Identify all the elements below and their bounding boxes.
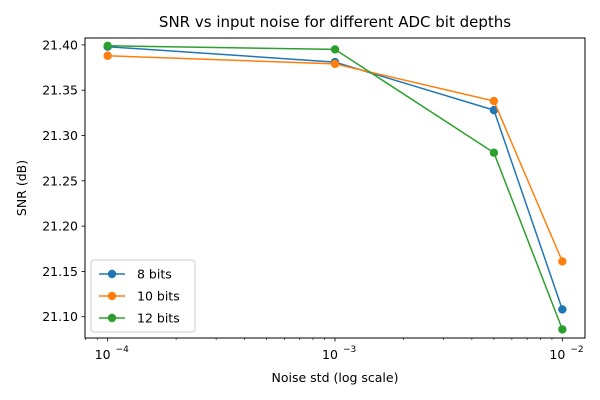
data-point-s1-1 (330, 59, 340, 69)
legend-label-2: 12 bits (137, 311, 180, 326)
data-point-s2-2 (489, 148, 499, 157)
x-tick-label-1: 10 (322, 347, 338, 362)
x-tick-exponent-1: −3 (343, 345, 356, 355)
data-point-s2-1 (330, 45, 340, 54)
y-tick-label-0: 21.10 (42, 309, 78, 324)
y-tick-label-1: 21.15 (42, 264, 78, 279)
y-axis-label: SNR (dB) (14, 160, 29, 216)
data-point-s2-0 (103, 41, 112, 50)
data-point-s0-2 (489, 105, 499, 115)
x-tick-exponent-2: −2 (570, 345, 583, 355)
legend-label-0: 8 bits (137, 267, 172, 282)
series-line-1 (107, 55, 564, 262)
y-tick-label-3: 21.25 (42, 173, 78, 188)
data-point-s2-3 (558, 325, 567, 334)
legend-box (90, 259, 196, 333)
data-point-s1-2 (489, 96, 499, 106)
y-tick-label-5: 21.35 (42, 83, 78, 98)
legend: 8 bits 10 bits 12 bits (90, 259, 196, 333)
legend-marker-2 (107, 313, 117, 323)
series-line-2 (107, 45, 564, 330)
legend-label-1: 10 bits (137, 289, 180, 304)
data-point-s1-3 (558, 257, 567, 266)
series-layer (103, 41, 567, 334)
series-line-0 (107, 45, 564, 310)
y-tick-label-6: 21.40 (42, 37, 78, 52)
x-tick-label-2: 10 (549, 347, 565, 362)
x-tick-exponent-0: −4 (116, 345, 130, 355)
chart-title: SNR vs input noise for different ADC bit… (159, 13, 511, 31)
y-tick-label-4: 21.30 (42, 128, 78, 143)
legend-marker-0 (107, 269, 117, 279)
y-tick-label-2: 21.20 (42, 219, 78, 234)
legend-marker-1 (107, 291, 117, 301)
data-point-s1-0 (103, 51, 112, 60)
data-point-s0-3 (558, 305, 567, 314)
plot-frame (84, 37, 586, 339)
x-tick-label-0: 10 (95, 347, 111, 362)
ticks-layer: 21.10 21.15 21.20 21.25 21.30 21.35 21.40 10 −4 1… (42, 37, 583, 362)
x-axis-label: Noise std (log scale) (272, 370, 399, 385)
